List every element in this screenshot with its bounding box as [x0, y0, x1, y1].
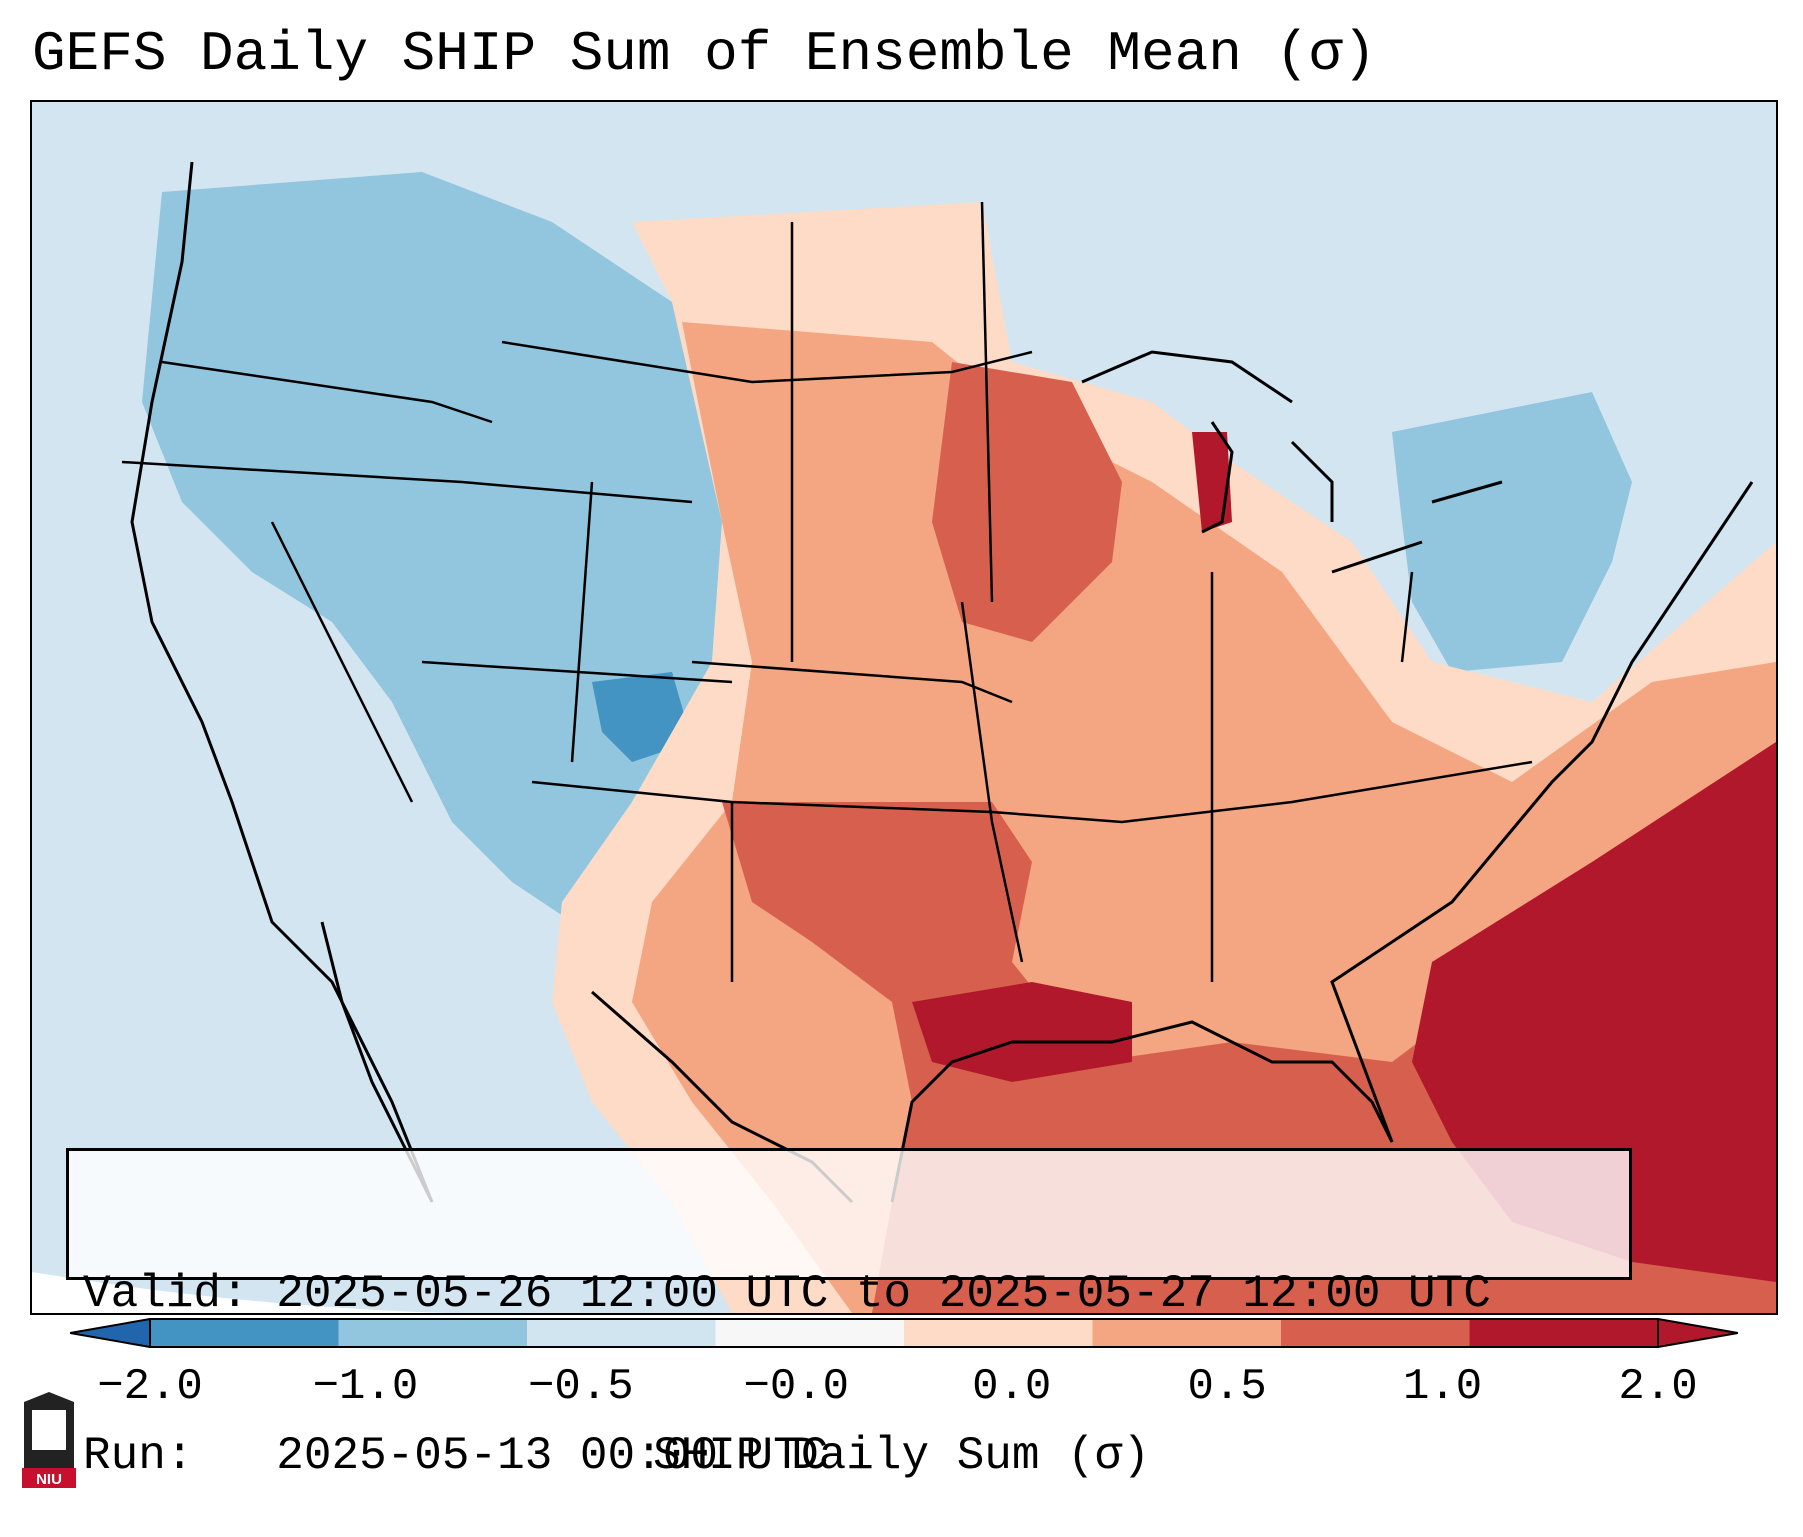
lake-ontario	[1431, 480, 1503, 504]
logo-banner	[22, 1468, 76, 1488]
colorbar-tick-label: 0.0	[972, 1362, 1052, 1412]
colorbar-segment	[1092, 1319, 1282, 1347]
baja-coast	[320, 921, 434, 1203]
colorbar-svg	[69, 1317, 1739, 1349]
validity-info-box: Valid: 2025-05-26 12:00 UTC to 2025-05-2…	[66, 1148, 1632, 1482]
border-co-ut	[421, 660, 733, 684]
extreme-positive-atlantic	[1412, 742, 1776, 1282]
strong-positive-midwest	[932, 362, 1122, 642]
valid-label: Valid:	[83, 1268, 249, 1320]
colorbar-segment	[338, 1319, 528, 1347]
negative-anomaly-west	[142, 172, 722, 922]
colorbar-tick-label: 0.5	[1187, 1362, 1267, 1412]
map-panel[interactable]	[30, 100, 1778, 1315]
colorbar-segment	[527, 1319, 716, 1347]
colorbar-segment	[1281, 1319, 1470, 1347]
colorbar-tick-label: −0.5	[528, 1362, 634, 1412]
strong-negative-colorado	[592, 672, 692, 762]
colorbar-over-extension	[1657, 1317, 1739, 1349]
map-svg	[32, 102, 1776, 1313]
colorbar-tick-label: 2.0	[1618, 1362, 1698, 1412]
lake-huron	[1290, 440, 1334, 522]
chart-title: GEFS Daily SHIP Sum of Ensemble Mean (σ)	[32, 22, 1377, 86]
west-coast	[130, 161, 434, 1203]
gulf-coast	[890, 1020, 1394, 1203]
negative-anomaly-northeast	[1392, 392, 1632, 672]
border-nv-ut-wy	[121, 460, 693, 504]
run-label: Run:	[83, 1430, 194, 1482]
colorbar-segment	[1469, 1319, 1659, 1347]
colorbar-segment	[150, 1319, 339, 1347]
valid-value: 2025-05-26 12:00 UTC to 2025-05-27 12:00…	[276, 1268, 1491, 1320]
border-nv-ca	[270, 521, 414, 803]
colorbar-tick-label: −1.0	[312, 1362, 419, 1412]
lake-michigan	[1201, 421, 1234, 534]
colorbar-tick-label: −2.0	[97, 1362, 203, 1412]
border-north-tier	[501, 340, 1033, 384]
logo-window	[32, 1410, 66, 1450]
run-value: 2025-05-13 00:00 UTC	[276, 1430, 829, 1482]
colorbar-tick-label: 1.0	[1402, 1362, 1483, 1412]
border-ks-mo	[691, 660, 1013, 704]
border-mn-ia	[980, 201, 994, 603]
valid-line: Valid: 2025-05-26 12:00 UTC to 2025-05-2…	[83, 1267, 1615, 1321]
border-ut-co	[570, 481, 594, 763]
colorbar-segment	[715, 1319, 905, 1347]
border-southern	[531, 760, 1533, 824]
logo-text: NIU	[36, 1471, 62, 1488]
run-line: Run: 2025-05-13 00:00 UTC	[83, 1429, 1615, 1483]
colorbar-tick-label: −0.0	[743, 1362, 850, 1412]
state-borders	[121, 201, 1533, 982]
lake-erie	[1331, 540, 1423, 574]
colorbar-title: SHIP Daily Sum (σ)	[653, 1430, 1150, 1482]
border-or-id	[161, 360, 493, 424]
colorbar	[69, 1317, 1739, 1349]
colorbar-segment	[904, 1319, 1093, 1347]
border-mo-ar-la	[960, 601, 1024, 963]
niu-logo: NIU	[22, 1392, 76, 1488]
border-pa-oh	[1400, 571, 1414, 663]
colorbar-outline	[149, 1318, 1659, 1348]
colorbar-under-extension	[69, 1317, 151, 1349]
lake-superior	[1081, 350, 1293, 404]
atlantic-coast	[1330, 481, 1754, 1143]
extreme-positive-lake-michigan	[1192, 432, 1232, 532]
projection-edge	[32, 1272, 632, 1313]
great-lakes	[1081, 350, 1503, 574]
